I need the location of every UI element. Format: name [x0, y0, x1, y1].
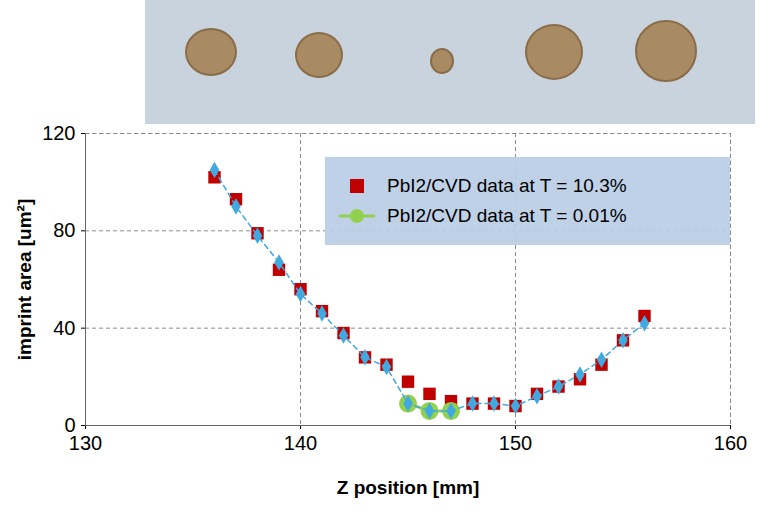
html-text:PbI2/CVD data at T = 10.3%: PbI2/CVD data at T = 10.3% [387, 175, 627, 196]
svg-text:0: 0 [64, 413, 76, 436]
svg-text:80: 80 [53, 219, 75, 241]
svg-text:120: 120 [42, 122, 75, 144]
svg-text:40: 40 [53, 317, 75, 339]
svg-text:150: 150 [499, 432, 532, 454]
svg-text:Z position [mm]: Z position [mm] [337, 477, 479, 498]
svg-text:140: 140 [284, 432, 317, 454]
svg-text:130: 130 [69, 432, 102, 454]
html-text:PbI2/CVD data at T = 0.01%: PbI2/CVD data at T = 0.01% [387, 205, 627, 226]
svg-text:imprint area [um²]: imprint area [um²] [14, 199, 35, 361]
svg-text:160: 160 [714, 432, 747, 454]
